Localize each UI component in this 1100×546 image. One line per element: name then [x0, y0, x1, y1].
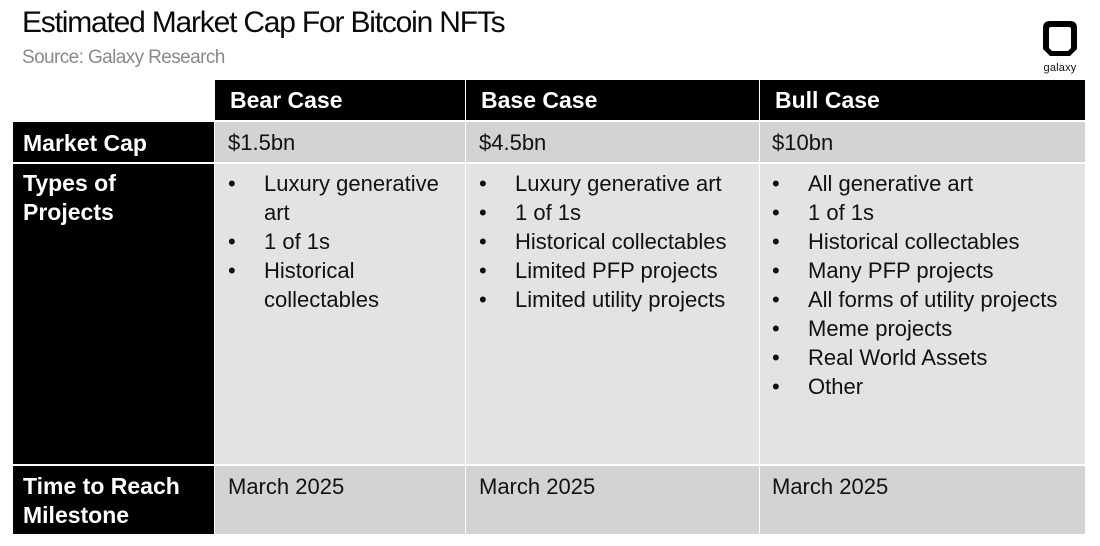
time-bull: March 2025 [760, 466, 1085, 534]
project-type-item: All forms of utility projects [772, 285, 1065, 314]
galaxy-logo-icon [1043, 21, 1077, 56]
row-label-time-line1: Time to Reach [23, 473, 180, 499]
project-type-item: Other [772, 372, 1065, 401]
row-label-time: Time to Reach Milestone [13, 466, 214, 534]
project-type-item: Luxury generative art [228, 169, 445, 227]
project-type-item: All generative art [772, 169, 1065, 198]
row-label-types-line1: Types of [23, 170, 116, 196]
project-type-item: Limited utility projects [479, 285, 755, 314]
project-type-item: Historical collectables [228, 256, 445, 314]
page-title: Estimated Market Cap For Bitcoin NFTs [22, 6, 506, 39]
row-label-market-cap: Market Cap [13, 122, 214, 162]
row-label-types-line2: Projects [23, 199, 114, 225]
column-header-base: Base Case [466, 80, 759, 120]
types-bull: All generative art1 of 1sHistorical coll… [760, 164, 1085, 464]
project-type-item: Real World Assets [772, 343, 1065, 372]
market-cap-bear: $1.5bn [215, 122, 465, 162]
market-cap-base: $4.5bn [466, 122, 759, 162]
project-type-item: 1 of 1s [772, 198, 1065, 227]
galaxy-logo: galaxy [1034, 18, 1086, 80]
types-bull-list: All generative art1 of 1sHistorical coll… [772, 169, 1065, 401]
types-bear-list: Luxury generative art1 of 1sHistorical c… [228, 169, 445, 314]
project-type-item: Historical collectables [772, 227, 1065, 256]
project-type-item: 1 of 1s [479, 198, 755, 227]
row-label-types: Types of Projects [13, 164, 214, 464]
logo-text: galaxy [1043, 62, 1077, 74]
project-type-item: Many PFP projects [772, 256, 1065, 285]
project-type-item: Meme projects [772, 314, 1065, 343]
project-type-item: Luxury generative art [479, 169, 755, 198]
types-bear: Luxury generative art1 of 1sHistorical c… [215, 164, 465, 464]
market-cap-bull: $10bn [760, 122, 1085, 162]
time-bear: March 2025 [215, 466, 465, 534]
project-type-item: Historical collectables [479, 227, 755, 256]
column-header-bull: Bull Case [760, 80, 1085, 120]
row-label-time-line2: Milestone [23, 502, 130, 528]
time-base: March 2025 [466, 466, 759, 534]
project-type-item: Limited PFP projects [479, 256, 755, 285]
types-base: Luxury generative art1 of 1sHistorical c… [466, 164, 759, 464]
types-base-list: Luxury generative art1 of 1sHistorical c… [479, 169, 755, 314]
source-subtitle: Source: Galaxy Research [22, 47, 225, 68]
column-header-bear: Bear Case [215, 80, 465, 120]
project-type-item: 1 of 1s [228, 227, 445, 256]
